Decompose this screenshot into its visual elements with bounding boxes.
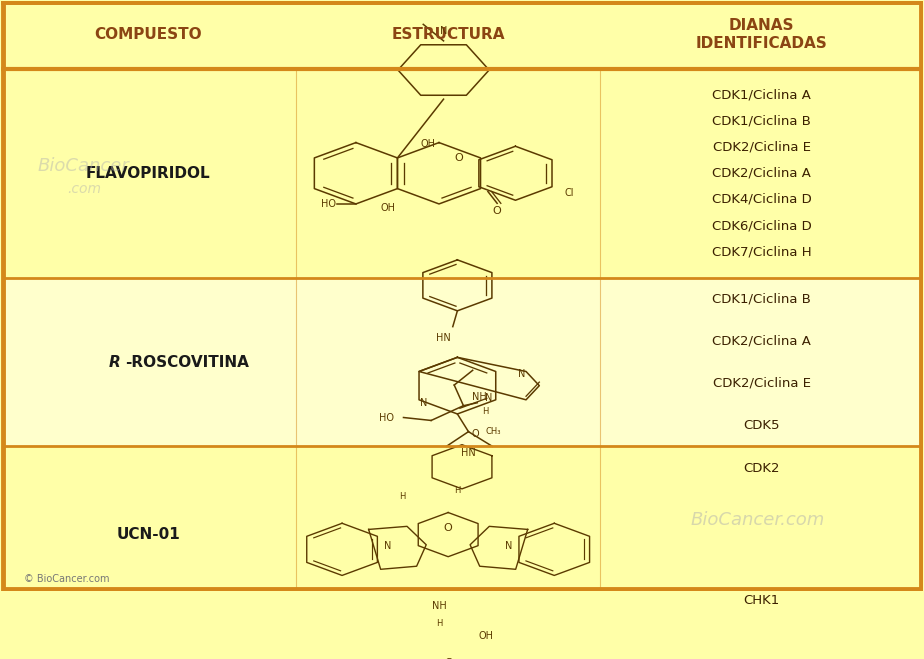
Text: R: R (109, 355, 121, 370)
Text: CDK1/Ciclina B: CDK1/Ciclina B (712, 293, 811, 306)
Text: O: O (444, 658, 454, 659)
Text: CDK2: CDK2 (744, 462, 780, 474)
Text: CDK2/Ciclina E: CDK2/Ciclina E (712, 376, 811, 389)
Text: CDK1/Ciclina A: CDK1/Ciclina A (712, 88, 811, 101)
Text: H: H (399, 492, 406, 501)
Text: FLAVOPIRIDOL: FLAVOPIRIDOL (86, 166, 211, 181)
Text: N: N (505, 541, 512, 552)
Text: HO: HO (379, 413, 395, 422)
Text: H: H (482, 407, 489, 416)
Text: CDK6/Ciclina D: CDK6/Ciclina D (712, 219, 811, 232)
Bar (1, 278, 923, 446)
Text: H: H (455, 486, 460, 495)
Text: ESTRUCTURA: ESTRUCTURA (392, 27, 505, 42)
Text: COMPUESTO: COMPUESTO (94, 27, 202, 42)
Text: O: O (471, 429, 479, 439)
Text: OH: OH (381, 204, 395, 214)
Text: Cl: Cl (565, 188, 575, 198)
Text: CDK2/Ciclina E: CDK2/Ciclina E (712, 140, 811, 154)
Text: © BioCancer.com: © BioCancer.com (24, 573, 109, 584)
Text: CDK1/Ciclina B: CDK1/Ciclina B (712, 115, 811, 127)
Text: UCN-01: UCN-01 (116, 527, 180, 542)
Text: .com: .com (67, 183, 101, 196)
Text: NH: NH (432, 602, 447, 612)
Text: BioCancer: BioCancer (38, 157, 129, 175)
Text: CDK2/Ciclina A: CDK2/Ciclina A (712, 335, 811, 347)
Text: H: H (436, 619, 443, 627)
Text: N: N (440, 26, 447, 36)
Text: O: O (444, 523, 453, 533)
Text: BioCancer.com: BioCancer.com (690, 511, 824, 529)
Text: OH: OH (479, 631, 493, 641)
Text: N: N (485, 393, 492, 403)
Bar (1, 446, 923, 623)
Text: CDK7/Ciclina H: CDK7/Ciclina H (712, 245, 811, 258)
Text: N: N (517, 369, 525, 380)
Text: CHK1: CHK1 (744, 594, 780, 608)
Text: CDK5: CDK5 (744, 418, 780, 432)
Text: HN: HN (460, 447, 475, 458)
Text: HO: HO (321, 199, 335, 209)
Text: CDK4/Ciclina D: CDK4/Ciclina D (712, 193, 811, 206)
Text: CDK2/Ciclina A: CDK2/Ciclina A (712, 167, 811, 180)
Bar (1, 69, 923, 278)
Bar (1, 1, 923, 69)
Text: O: O (455, 153, 463, 163)
Text: -ROSCOVITINA: -ROSCOVITINA (126, 355, 249, 370)
Text: N: N (420, 398, 427, 408)
Text: O: O (492, 206, 502, 216)
Text: DIANAS
IDENTIFICADAS: DIANAS IDENTIFICADAS (696, 18, 828, 51)
Text: HN: HN (436, 333, 451, 343)
Text: N: N (384, 541, 392, 552)
Text: OH: OH (420, 139, 435, 149)
Text: NH: NH (472, 392, 487, 402)
Text: CH₃: CH₃ (485, 427, 501, 436)
